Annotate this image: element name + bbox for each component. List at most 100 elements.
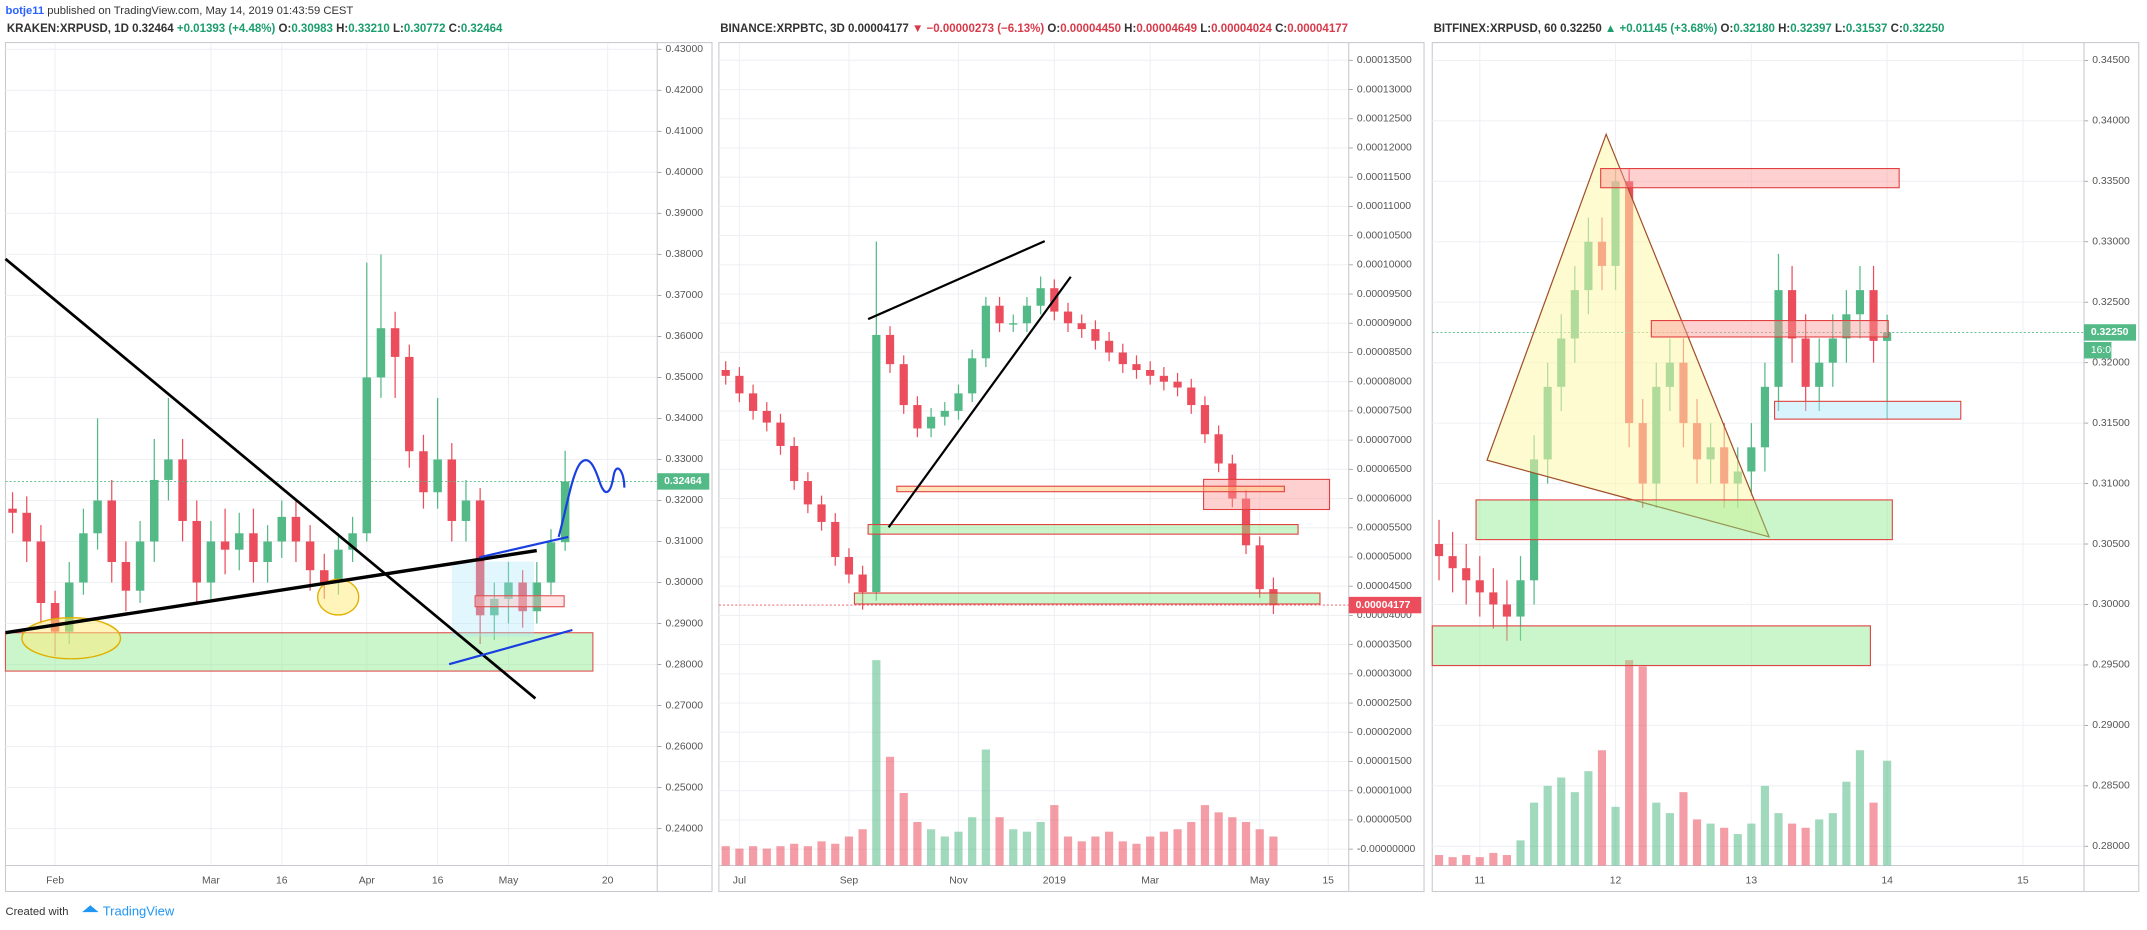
volume-bar <box>1104 831 1114 866</box>
candle-body <box>305 541 315 571</box>
volume-bar <box>858 829 867 866</box>
volume-bar <box>1815 819 1824 866</box>
candle-body <box>899 364 908 406</box>
volume-bar <box>762 848 771 866</box>
candle-body <box>995 305 1004 324</box>
price-label: 0.32250 <box>2091 327 2129 338</box>
volume-bar <box>1448 857 1457 866</box>
footer-brand[interactable]: TradingView <box>103 904 175 919</box>
y-tick-label: 0.34000 <box>2092 116 2130 127</box>
trend-line <box>4 257 537 700</box>
zone <box>1650 319 1889 338</box>
footer-text: Created with <box>5 906 68 918</box>
volume-bar <box>1241 822 1251 866</box>
candle-body <box>1269 589 1278 606</box>
candle-body <box>1214 434 1223 464</box>
y-tick-label: 0.00005500 <box>1357 523 1412 534</box>
candle-body <box>1118 352 1127 365</box>
y-tick-label: 0.00003000 <box>1357 669 1412 680</box>
x-tick-label: Apr <box>359 875 376 886</box>
candle-body <box>790 445 799 482</box>
candle-body <box>532 582 542 612</box>
ohlc-key: H: <box>1124 23 1136 35</box>
y-tick-label: 0.00013500 <box>1357 55 1412 66</box>
volume-bar <box>1173 829 1182 866</box>
volume-bar <box>913 822 922 866</box>
candle-body <box>1516 580 1525 617</box>
y-tick-label: 0.31500 <box>2092 418 2130 429</box>
x-tick-label: 15 <box>2017 875 2029 886</box>
volume-bar <box>1022 831 1032 866</box>
panel-frame <box>4 42 713 893</box>
volume-bar <box>1869 802 1878 866</box>
zone <box>451 561 535 637</box>
y-tick-label: 0.38000 <box>665 249 703 260</box>
symbol: KRAKEN:XRPUSD, 1D <box>7 23 129 35</box>
candle-body <box>940 410 949 417</box>
candle-body <box>22 512 31 542</box>
candle-body <box>1448 556 1457 569</box>
candle-body <box>1434 544 1444 557</box>
candle-body <box>1077 323 1086 330</box>
x-tick-label: Feb <box>46 875 64 886</box>
volume-bar <box>1570 792 1579 866</box>
y-tick-label: 0.00010500 <box>1357 230 1412 241</box>
volume-bar <box>1214 812 1223 866</box>
volume-bar <box>790 843 799 866</box>
chart-header: KRAKEN:XRPUSD, 1D 0.32464 +0.01393 (+4.4… <box>7 23 503 35</box>
candle-body <box>376 328 386 378</box>
candle-body <box>149 479 159 542</box>
trend-line <box>867 240 1046 321</box>
ohlc-value: 0.32180 <box>1733 23 1775 35</box>
zone <box>853 592 1321 605</box>
y-tick-label: 0.32000 <box>2092 357 2130 368</box>
volume-bar <box>776 846 785 866</box>
symbol: BITFINEX:XRPUSD, 60 <box>1434 23 1557 35</box>
ohlc-key: O: <box>1047 23 1060 35</box>
candle-body <box>1842 314 1851 339</box>
volume-bar <box>1747 823 1756 866</box>
candle-body <box>1241 498 1251 546</box>
y-tick-label: 0.00010000 <box>1357 260 1412 271</box>
x-tick-label: 16 <box>432 875 444 886</box>
y-tick-label: 0.00012500 <box>1357 113 1412 124</box>
highlight <box>316 578 360 616</box>
zone <box>1203 478 1331 511</box>
candle-body <box>1489 592 1498 605</box>
candle-body <box>885 334 895 365</box>
volume-bar <box>1255 829 1264 866</box>
y-tick-label: 0.00001500 <box>1357 756 1412 767</box>
candle-body <box>1063 311 1073 324</box>
candle-body <box>762 410 771 423</box>
candle-body <box>93 500 102 534</box>
candle-body <box>858 574 867 593</box>
ohlc-value: 0.33210 <box>348 23 390 35</box>
y-tick-label: 0.00000500 <box>1357 815 1412 826</box>
candle-body <box>164 459 173 480</box>
zone <box>1600 168 1900 189</box>
volume-bar <box>1489 852 1498 866</box>
countdown: 16:02 <box>2091 345 2117 356</box>
y-tick-label: 0.00012000 <box>1357 143 1412 154</box>
last-price: 0.32464 <box>132 23 174 35</box>
y-tick-label: 0.27000 <box>665 700 703 711</box>
price-label-box <box>1348 596 1422 614</box>
trend-line <box>887 276 1072 528</box>
y-tick-label: 0.00005000 <box>1357 552 1412 563</box>
volume-bar <box>1584 771 1593 866</box>
candle-body <box>1187 387 1196 406</box>
y-tick-label: 0.30500 <box>2092 539 2130 550</box>
volume-bar <box>1091 836 1100 866</box>
x-tick-label: Nov <box>949 875 968 886</box>
volume-bar <box>721 846 730 866</box>
candle-body <box>1475 580 1484 593</box>
author[interactable]: botje11 <box>5 5 44 17</box>
candle-body <box>817 504 826 522</box>
candle-body <box>362 377 372 534</box>
candle-body <box>518 582 527 612</box>
ohlc-key: C: <box>1891 23 1903 35</box>
candle-body <box>121 561 131 591</box>
volume-bar <box>1611 806 1620 866</box>
price-label: 0.00004177 <box>1356 600 1411 611</box>
